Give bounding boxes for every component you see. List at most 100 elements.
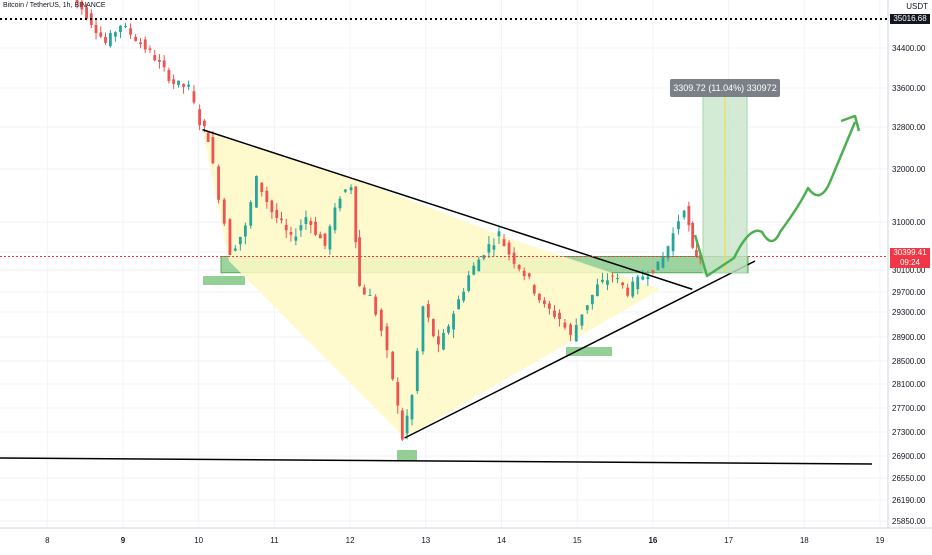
- candle-body-53: [333, 207, 337, 231]
- zone-label-box-left: [203, 276, 245, 285]
- x-tick-label: 18: [800, 536, 809, 545]
- candle-body-34: [238, 236, 242, 245]
- candle-body-49: [314, 221, 317, 235]
- candle-body-73: [437, 336, 440, 345]
- candle-body-8: [108, 32, 112, 47]
- candle-body-113: [641, 276, 645, 280]
- x-tick-label: 10: [194, 536, 203, 545]
- x-tick-label: 12: [346, 536, 355, 545]
- measure-label[interactable]: 3309.72 (11.04%) 330972: [670, 79, 780, 97]
- y-tick-label: 31000.00: [892, 218, 926, 227]
- level-price-badge: 35016.68: [890, 14, 930, 24]
- candle-body-83: [487, 244, 491, 253]
- y-tick-label: 26900.00: [892, 452, 926, 461]
- candle-body-55: [343, 189, 347, 192]
- candle-body-62: [379, 309, 383, 331]
- candle-body-39: [265, 190, 269, 202]
- candle-body-122: [687, 206, 691, 226]
- candle-body-51: [323, 233, 327, 246]
- candle-body-76: [452, 313, 455, 330]
- candle-body-60: [368, 294, 372, 296]
- candle-body-74: [442, 332, 445, 350]
- candle-body-67: [405, 415, 409, 434]
- y-tick-label: 29700.00: [892, 288, 926, 297]
- candle-body-26: [198, 109, 202, 126]
- candle-body-19: [162, 60, 166, 68]
- candle-body-41: [275, 209, 279, 219]
- candle-body-48: [309, 220, 313, 225]
- candle-body-84: [492, 245, 496, 250]
- candle-body-101: [580, 314, 584, 326]
- candle-body-66: [400, 410, 404, 440]
- ascending-trendline: [404, 260, 756, 439]
- candle-body-17: [153, 55, 157, 61]
- candle-body-36: [249, 202, 253, 226]
- y-tick-label: 27700.00: [892, 404, 926, 413]
- y-tick-label: 26190.00: [892, 496, 926, 505]
- candle-body-95: [548, 303, 551, 309]
- candle-body-89: [517, 264, 521, 270]
- symbol-title: Bitcoin / TetherUS, 1h, BINANCE: [3, 2, 106, 9]
- currency-label[interactable]: USDT: [906, 2, 928, 11]
- candle-body-16: [148, 48, 152, 50]
- y-tick-label: 25850.00: [892, 517, 926, 526]
- candle-body-1: [75, 0, 79, 3]
- low-label-box: [397, 450, 417, 460]
- candle-body-79: [467, 275, 471, 291]
- candle-body-91: [527, 273, 531, 277]
- candle-body-118: [666, 246, 670, 259]
- candle-body-98: [563, 322, 567, 328]
- candle-body-96: [553, 310, 556, 317]
- candle-body-105: [601, 279, 604, 282]
- candle-body-3: [85, 7, 88, 19]
- candle-body-10: [119, 25, 122, 33]
- x-tick-label: 15: [573, 536, 582, 545]
- candle-body-59: [362, 287, 366, 295]
- candle-body-80: [472, 265, 476, 275]
- candle-body-104: [595, 284, 599, 296]
- current-price-badge: 30399.41 09:24: [890, 248, 930, 268]
- candle-body-109: [621, 282, 625, 286]
- candle-body-21: [172, 79, 176, 84]
- time-axis-bg: [0, 528, 932, 550]
- candle-body-110: [626, 287, 630, 296]
- candle-body-12: [129, 28, 132, 35]
- candle-body-27: [202, 120, 206, 127]
- candle-body-43: [284, 225, 288, 231]
- candle-body-31: [222, 199, 226, 224]
- y-tick-label: 27300.00: [892, 428, 926, 437]
- candle-body-6: [99, 32, 103, 37]
- x-tick-label: 14: [497, 536, 506, 545]
- candle-body-25: [192, 91, 196, 103]
- candle-body-57: [354, 186, 358, 243]
- candle-body-85: [497, 231, 501, 237]
- x-tick-label: 8: [45, 536, 50, 545]
- countdown-text: 09:24: [899, 258, 921, 267]
- candle-body-119: [671, 233, 675, 252]
- candle-body-116: [656, 261, 660, 271]
- candle-body-92: [532, 285, 536, 294]
- candle-body-58: [358, 237, 361, 286]
- candle-body-7: [104, 36, 107, 43]
- candle-body-82: [482, 255, 486, 259]
- candle-body-47: [304, 217, 308, 224]
- candle-body-23: [182, 83, 185, 87]
- candle-body-120: [677, 221, 680, 230]
- candle-body-13: [134, 36, 138, 41]
- candle-body-42: [280, 218, 283, 221]
- candle-body-2: [80, 1, 84, 10]
- candle-body-40: [270, 200, 274, 213]
- candle-body-115: [651, 270, 655, 274]
- level-price-text: 35016.68: [893, 14, 927, 23]
- y-tick-label: 32800.00: [892, 123, 926, 132]
- candle-body-20: [167, 70, 171, 82]
- x-tick-label: 11: [270, 536, 279, 545]
- x-tick-label: 9: [121, 536, 126, 545]
- y-tick-label: 32000.00: [892, 165, 926, 174]
- candle-body-56: [349, 187, 353, 191]
- candle-body-106: [606, 280, 609, 285]
- candle-body-99: [569, 324, 572, 335]
- candle-body-88: [512, 252, 516, 264]
